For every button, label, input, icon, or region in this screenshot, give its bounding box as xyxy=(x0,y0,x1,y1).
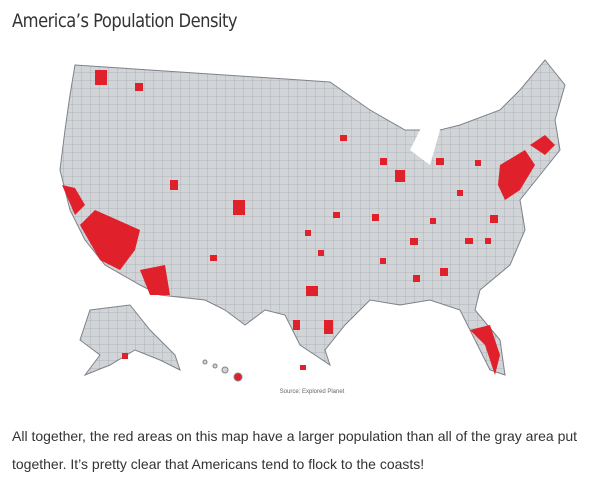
mainland xyxy=(59,59,566,376)
page-title: America’s Population Density xyxy=(12,10,238,32)
body-paragraph: All together, the red areas on this map … xyxy=(12,428,578,472)
hawaii xyxy=(202,359,243,382)
dense-areas xyxy=(62,70,555,375)
alaska xyxy=(79,304,181,377)
population-map: Source: Explored Planet xyxy=(59,59,566,395)
map-source: Source: Explored Planet xyxy=(280,389,345,395)
